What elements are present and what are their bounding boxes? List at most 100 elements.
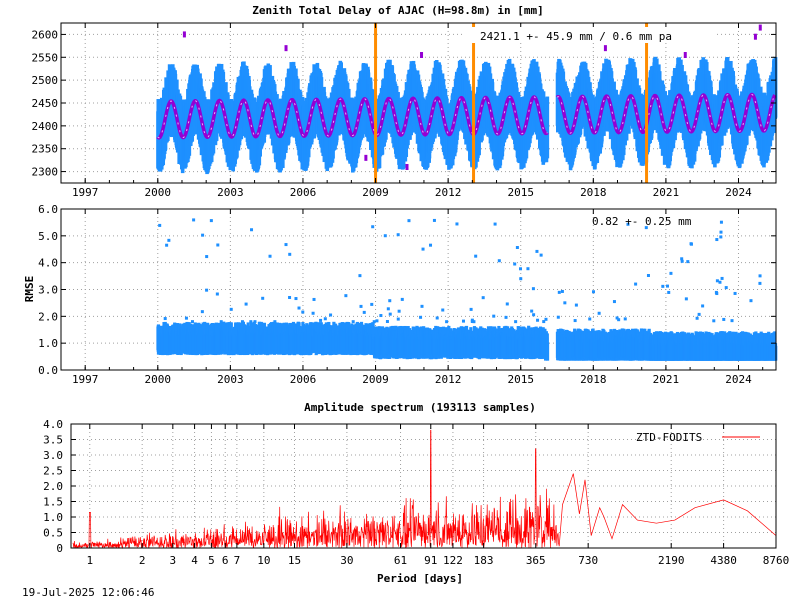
rmse-outlier-point	[422, 248, 425, 251]
rmse-outlier-point	[561, 290, 564, 293]
ztd-outlier-point	[684, 52, 687, 58]
rmse-outlier-point	[298, 307, 301, 310]
rmse-outlier-point	[436, 316, 439, 319]
rmse-outlier-point	[205, 255, 208, 258]
x-tick-label: 2009	[362, 373, 389, 386]
rmse-outlier-point	[686, 260, 689, 263]
ztd-outlier-point	[420, 52, 423, 58]
rmse-outlier-point	[494, 223, 497, 226]
rmse-outlier-point	[269, 255, 272, 258]
rmse-outlier-point	[397, 318, 400, 321]
rmse-outlier-point	[273, 320, 276, 323]
rmse-outlier-point	[313, 298, 316, 301]
x-tick-label: 1997	[72, 186, 99, 199]
y-tick-label: 2550	[32, 51, 59, 64]
x-tick-label: 2015	[507, 186, 534, 199]
rmse-outlier-point	[661, 285, 664, 288]
rmse-outlier-point	[420, 305, 423, 308]
rmse-outlier-point	[455, 222, 458, 225]
y-tick-label: 5.0	[38, 230, 58, 243]
rmse-outlier-point	[192, 218, 195, 221]
rmse-outlier-point	[696, 317, 699, 320]
rmse-outlier-point	[462, 320, 465, 323]
rmse-outlier-point	[387, 307, 390, 310]
x-tick-label: 2006	[290, 373, 317, 386]
ztd-outlier-point	[285, 45, 288, 51]
rmse-outlier-point	[386, 320, 389, 323]
rmse-outlier-point	[216, 293, 219, 296]
rmse-outlier-point	[319, 319, 322, 322]
rmse-outlier-point	[373, 320, 376, 323]
rmse-outlier-point	[669, 272, 672, 275]
y-tick-label: 2450	[32, 97, 59, 110]
rmse-outlier-point	[371, 225, 374, 228]
rmse-outlier-point	[216, 243, 219, 246]
x-tick-label: 2018	[580, 186, 607, 199]
rmse-outlier-point	[398, 310, 401, 313]
rmse-outlier-point	[519, 267, 522, 270]
rmse-outlier-point	[201, 310, 204, 313]
rmse-outlier-point	[205, 289, 208, 292]
y-tick-label: 6.0	[38, 203, 58, 216]
rmse-outlier-point	[701, 304, 704, 307]
rmse-outlier-point	[530, 310, 533, 313]
rmse-outlier-point	[498, 259, 501, 262]
y-tick-label: 1.0	[38, 337, 58, 350]
rmse-outlier-point	[474, 255, 477, 258]
rmse-outlier-point	[680, 257, 683, 260]
rmse-outlier-point	[759, 274, 762, 277]
rmse-outlier-point	[719, 231, 722, 234]
rmse-outlier-point	[441, 309, 444, 312]
rmse-outlier-point	[419, 316, 422, 319]
rmse-outlier-point	[712, 319, 715, 322]
rmse-outlier-point	[433, 219, 436, 222]
rmse-outlier-point	[516, 246, 519, 249]
rmse-outlier-point	[513, 263, 516, 266]
rmse-outlier-point	[165, 244, 168, 247]
rmse-outlier-point	[384, 234, 387, 237]
ztd-panel: Zenith Total Delay of AJAC (H=98.8m) in …	[32, 4, 778, 199]
rmse-outlier-point	[241, 320, 244, 323]
rmse-outlier-point	[250, 228, 253, 231]
rmse-outlier-point	[185, 317, 188, 320]
rmse-outlier-point	[505, 316, 508, 319]
rmse-outlier-point	[719, 235, 722, 238]
rmse-outlier-point	[429, 244, 432, 247]
rmse-outlier-point	[294, 297, 297, 300]
rmse-outlier-point	[598, 312, 601, 315]
x-tick-label: 2000	[145, 373, 172, 386]
rmse-outlier-point	[210, 219, 213, 222]
rmse-outlier-point	[613, 300, 616, 303]
rmse-outlier-point	[352, 320, 355, 323]
rmse-outlier-point	[624, 317, 627, 320]
x-tick-label: 1997	[72, 373, 99, 386]
rmse-outlier-point	[389, 313, 392, 316]
rmse-outlier-point	[363, 311, 366, 314]
y-tick-label: 3.0	[38, 284, 58, 297]
rmse-outlier-point	[401, 298, 404, 301]
x-tick-label: 2021	[653, 186, 680, 199]
rmse-outlier-point	[470, 308, 473, 311]
rmse-outlier-point	[715, 291, 718, 294]
rmse-outlier-point	[734, 292, 737, 295]
rmse-outlier-point	[532, 287, 535, 290]
y-tick-label: 2400	[32, 120, 59, 133]
rmse-outlier-point	[358, 274, 361, 277]
x-tick-label: 2003	[217, 373, 244, 386]
ztd-outlier-point	[406, 164, 409, 170]
ztd-panel-title: Zenith Total Delay of AJAC (H=98.8m) in …	[252, 4, 543, 17]
rmse-outlier-point	[725, 286, 728, 289]
x-tick-label: 2021	[653, 373, 680, 386]
ztd-outlier-point	[604, 45, 607, 51]
rmse-outlier-point	[245, 303, 248, 306]
spectrum-title: Amplitude spectrum (193113 samples)	[304, 401, 536, 414]
x-tick-label: 2012	[435, 186, 462, 199]
x-tick-label: 2009	[362, 186, 389, 199]
rmse-y-axis-label: RMSE	[23, 276, 36, 303]
x-tick-label: 2024	[725, 373, 752, 386]
rmse-outlier-point	[667, 291, 670, 294]
rmse-outlier-point	[329, 314, 332, 317]
rmse-outlier-point	[397, 233, 400, 236]
rmse-outlier-point	[288, 296, 291, 299]
rmse-outlier-point	[526, 267, 529, 270]
